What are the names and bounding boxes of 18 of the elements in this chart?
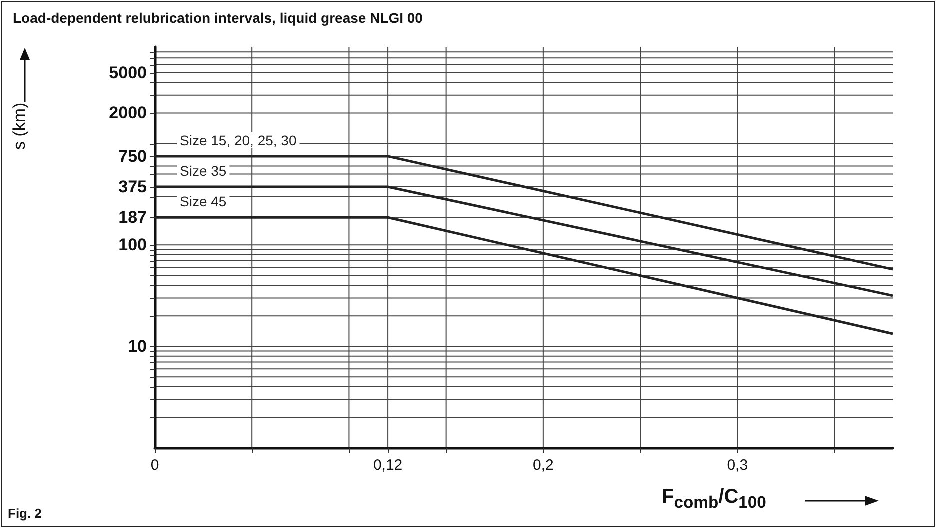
y-axis-title: s (km) <box>10 102 30 150</box>
chart-title: Load-dependent relubrication intervals, liquid grease NLGI 00 <box>13 10 424 26</box>
series-label: Size 45 <box>180 194 227 210</box>
y-tick-label: 100 <box>118 236 147 255</box>
y-tick-label: 375 <box>118 177 147 196</box>
y-tick-label: 5000 <box>109 63 147 82</box>
series-label: Size 15, 20, 25, 30 <box>180 132 297 148</box>
y-tick-label: 10 <box>128 337 147 356</box>
y-tick-label: 2000 <box>109 104 147 123</box>
y-tick-label: 750 <box>118 146 147 166</box>
x-tick-label: 0 <box>150 457 160 474</box>
x-tick-label: 0,12 <box>373 457 403 474</box>
x-tick-label: 0,3 <box>727 457 748 474</box>
caption: Fig. 2 <box>8 506 42 521</box>
x-axis-title: F$_{comb}$/C$_{100}$ <box>662 486 766 513</box>
y-tick-label: 187 <box>118 208 147 228</box>
series-label: Size 35 <box>180 162 227 179</box>
x-tick-label: 0,2 <box>532 457 554 474</box>
